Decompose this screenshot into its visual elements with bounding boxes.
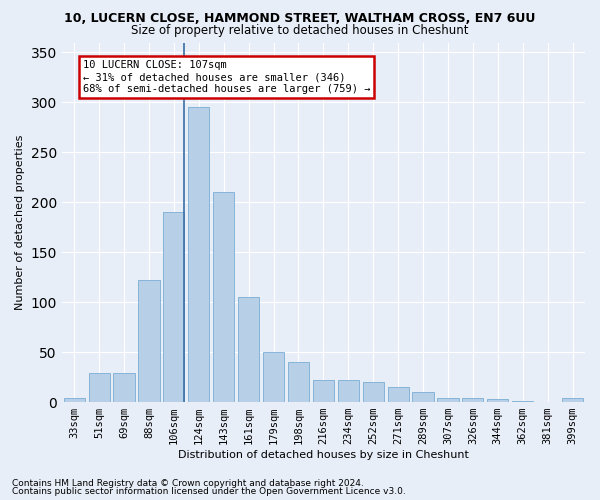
Bar [288,362,309,402]
Bar [139,280,160,402]
Bar [113,373,134,402]
Text: Contains public sector information licensed under the Open Government Licence v3: Contains public sector information licen… [12,487,406,496]
Text: 10, LUCERN CLOSE, HAMMOND STREET, WALTHAM CROSS, EN7 6UU: 10, LUCERN CLOSE, HAMMOND STREET, WALTHA… [64,12,536,26]
Bar [362,382,384,402]
X-axis label: Distribution of detached houses by size in Cheshunt: Distribution of detached houses by size … [178,450,469,460]
Bar [562,398,583,402]
Bar [238,297,259,402]
Bar [188,108,209,402]
Text: Contains HM Land Registry data © Crown copyright and database right 2024.: Contains HM Land Registry data © Crown c… [12,478,364,488]
Bar [64,398,85,402]
Bar [163,212,184,402]
Bar [263,352,284,402]
Text: 10 LUCERN CLOSE: 107sqm
← 31% of detached houses are smaller (346)
68% of semi-d: 10 LUCERN CLOSE: 107sqm ← 31% of detache… [83,60,370,94]
Bar [338,380,359,402]
Bar [313,380,334,402]
Bar [412,392,434,402]
Y-axis label: Number of detached properties: Number of detached properties [15,134,25,310]
Bar [388,387,409,402]
Bar [487,399,508,402]
Bar [213,192,235,402]
Bar [462,398,484,402]
Text: Size of property relative to detached houses in Cheshunt: Size of property relative to detached ho… [131,24,469,37]
Bar [437,398,458,402]
Bar [512,401,533,402]
Bar [89,373,110,402]
